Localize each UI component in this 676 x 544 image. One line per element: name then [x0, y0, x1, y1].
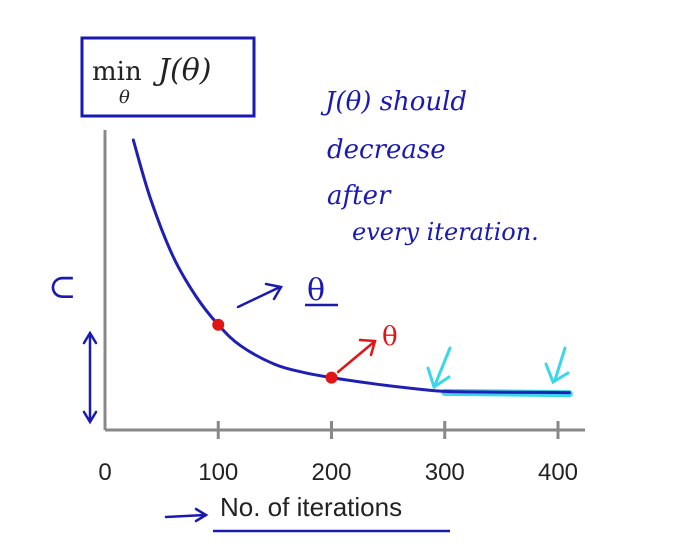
title-j-theta: J(θ) — [152, 53, 212, 88]
markers — [212, 318, 338, 384]
x-tick-label-200: 200 — [311, 459, 351, 486]
note-line-4: every iteration. — [352, 218, 539, 246]
theta-label-blue: θ — [307, 273, 325, 308]
x-tick-label-400: 400 — [538, 459, 578, 486]
note-line-1: J(θ) should — [320, 87, 467, 117]
title-box: min J(θ) θ — [80, 36, 256, 118]
note-line-3: after — [327, 181, 392, 211]
theta-label-red: θ — [382, 322, 398, 352]
title-box-frame — [80, 36, 256, 118]
title-min: min — [92, 57, 142, 87]
x-label-arrow — [164, 507, 209, 523]
title-subscript: θ — [119, 87, 130, 108]
x-ticks: 0 100 200 300 400 — [98, 421, 578, 486]
note-line-2: decrease — [327, 135, 446, 165]
theta-arrow-red — [336, 338, 377, 374]
marker-point-2 — [325, 371, 338, 384]
x-tick-label-300: 300 — [425, 459, 465, 486]
cyan-arrow-300 — [426, 346, 452, 390]
x-tick-label-100: 100 — [198, 459, 238, 486]
y-range-arrow — [82, 330, 98, 425]
handwritten-note: J(θ) should decrease after every iterati… — [320, 87, 539, 246]
y-axis-hand-mark: ⊂ — [48, 267, 77, 307]
theta-arrow-blue — [236, 282, 283, 309]
x-axis-label-group: No. of iterations — [164, 492, 450, 533]
axes: 0 100 200 300 400 — [98, 130, 585, 486]
marker-point-1 — [212, 318, 225, 331]
cost-curve — [131, 138, 571, 395]
x-axis-label: No. of iterations — [220, 492, 402, 522]
x-tick-label-0: 0 — [98, 459, 111, 486]
cyan-arrow-400 — [544, 346, 570, 385]
